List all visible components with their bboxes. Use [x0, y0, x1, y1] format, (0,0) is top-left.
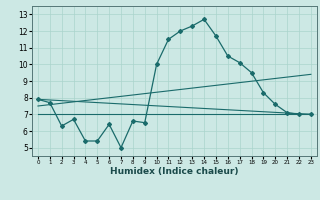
X-axis label: Humidex (Indice chaleur): Humidex (Indice chaleur) — [110, 167, 239, 176]
